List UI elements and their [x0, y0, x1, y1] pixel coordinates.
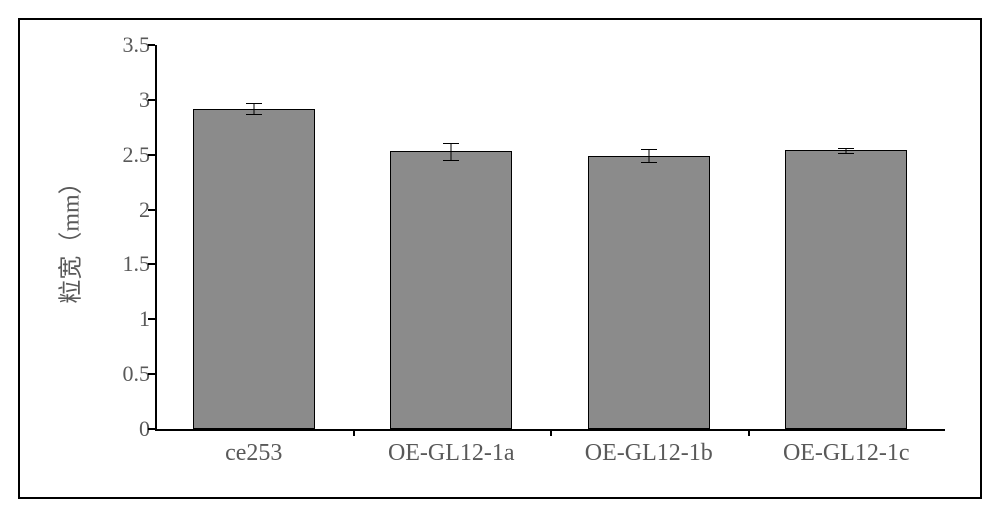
bar — [588, 156, 710, 429]
y-tick-label: 0.5 — [95, 361, 150, 387]
x-tick-label: OE-GL12-1a — [388, 440, 515, 467]
chart-frame: 粒宽（mm） 0 0.5 1 1.5 2 2.5 3 3.5 ce253 OE-GL12-1a O… — [18, 18, 982, 499]
y-tick-label: 1.5 — [95, 251, 150, 277]
y-tick-mark — [148, 373, 155, 375]
x-tick-mark — [748, 429, 750, 436]
y-axis-title: 粒宽（mm） — [51, 170, 86, 303]
y-tick-label: 3.5 — [95, 32, 150, 58]
error-bar — [246, 103, 262, 114]
error-bar — [641, 149, 657, 162]
y-tick-mark — [148, 263, 155, 265]
x-tick-mark — [353, 429, 355, 436]
y-tick-mark — [148, 154, 155, 156]
y-tick-label: 0 — [95, 416, 150, 442]
y-tick-mark — [148, 44, 155, 46]
y-tick-mark — [148, 318, 155, 320]
bar — [390, 151, 512, 429]
plot-area — [155, 45, 945, 429]
x-tick-mark — [550, 429, 552, 436]
bar — [785, 150, 907, 429]
x-tick-label: ce253 — [225, 440, 282, 467]
y-tick-mark — [148, 99, 155, 101]
y-tick-mark — [148, 209, 155, 211]
y-tick-label: 2.5 — [95, 142, 150, 168]
y-tick-label: 1 — [95, 306, 150, 332]
error-bar — [443, 143, 459, 161]
y-tick-mark — [148, 428, 155, 430]
error-bar — [838, 148, 854, 152]
y-tick-label: 3 — [95, 87, 150, 113]
x-tick-label: OE-GL12-1c — [783, 440, 910, 467]
y-tick-label: 2 — [95, 197, 150, 223]
bar — [193, 109, 315, 429]
x-tick-label: OE-GL12-1b — [585, 440, 713, 467]
